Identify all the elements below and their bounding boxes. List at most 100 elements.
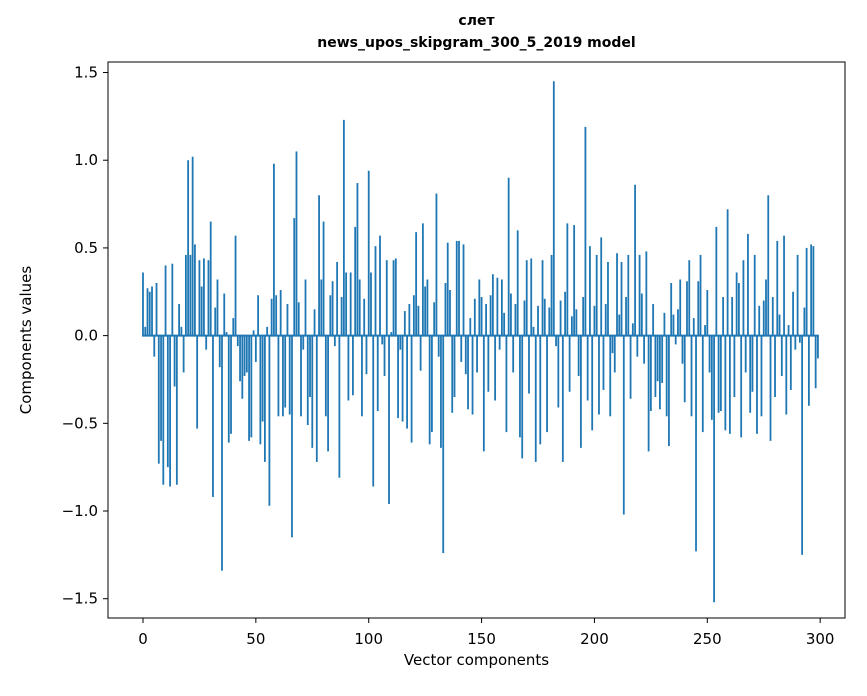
bar: [408, 304, 411, 336]
y-tick-label: −1.0: [62, 502, 98, 520]
bar: [428, 335, 431, 445]
bar: [180, 326, 183, 336]
bar: [453, 335, 456, 398]
bar: [376, 335, 379, 412]
bar: [153, 335, 156, 357]
bar: [505, 335, 508, 433]
bar: [435, 193, 438, 336]
bar: [814, 335, 817, 389]
bar: [442, 335, 445, 554]
x-tick-label: 150: [467, 630, 496, 648]
bar: [293, 218, 296, 336]
bar: [340, 297, 343, 336]
chart-title-model: news_upos_skipgram_300_5_2019 model: [317, 35, 636, 51]
bar: [640, 293, 643, 336]
bar: [333, 335, 336, 347]
bar: [417, 305, 420, 336]
bar: [361, 335, 363, 417]
bar: [419, 335, 422, 371]
bar: [647, 335, 650, 452]
bar: [345, 272, 348, 336]
bar: [157, 335, 160, 464]
bar: [672, 314, 675, 336]
bar: [160, 335, 162, 441]
bar: [392, 260, 395, 336]
bar: [503, 312, 506, 336]
bar: [245, 335, 248, 373]
bar: [498, 335, 501, 350]
bar: [270, 298, 273, 336]
bar: [769, 335, 772, 441]
bar: [593, 305, 596, 336]
bar: [329, 295, 332, 336]
bar: [401, 335, 404, 422]
bar: [681, 335, 684, 364]
bar: [406, 335, 408, 429]
bar: [284, 335, 287, 408]
bar: [670, 283, 673, 336]
bar: [627, 254, 630, 336]
bar: [309, 335, 311, 398]
bar: [807, 335, 810, 406]
x-tick-label: 250: [693, 630, 722, 648]
bar: [625, 297, 627, 336]
bar: [796, 254, 799, 336]
bar: [762, 300, 765, 336]
bar: [358, 279, 361, 336]
bar: [613, 335, 616, 373]
bar: [564, 291, 566, 336]
bar: [767, 195, 770, 336]
bar: [543, 298, 546, 336]
bar: [582, 297, 585, 336]
bar: [203, 258, 205, 336]
bar: [776, 240, 779, 336]
bar: [374, 246, 377, 336]
bar: [148, 291, 151, 336]
bar: [629, 335, 632, 399]
bar: [726, 209, 729, 336]
bar: [421, 223, 424, 336]
bar: [803, 307, 806, 336]
y-tick-label: 0.0: [74, 327, 98, 345]
bar: [489, 295, 492, 336]
bar: [151, 286, 153, 336]
bar: [178, 304, 180, 336]
axes-spines: [107, 61, 846, 619]
bar: [728, 335, 731, 434]
bar: [363, 298, 366, 336]
bar: [191, 156, 194, 336]
bar: [539, 335, 542, 445]
bar: [674, 335, 677, 345]
bar: [236, 335, 239, 347]
bar: [577, 335, 580, 376]
bar: [760, 335, 763, 417]
bar: [259, 335, 262, 445]
bar: [722, 297, 725, 336]
bar: [437, 335, 440, 357]
bar: [480, 297, 483, 336]
bar: [512, 335, 515, 373]
bar: [297, 302, 300, 336]
bar: [645, 251, 648, 336]
bar: [370, 272, 372, 336]
bar: [385, 260, 388, 336]
bar: [528, 335, 530, 394]
bar: [686, 281, 688, 336]
bar: [257, 295, 260, 336]
bar: [780, 335, 783, 376]
bar: [552, 81, 555, 336]
bar: [230, 335, 232, 434]
bar: [548, 307, 551, 336]
x-axis-label: Vector components: [403, 651, 550, 669]
bar: [424, 286, 427, 336]
bar: [638, 254, 641, 336]
bar: [573, 225, 576, 336]
bar: [656, 335, 659, 382]
bar: [713, 335, 715, 603]
bar: [600, 237, 603, 336]
bar: [273, 163, 275, 336]
x-tick-label: 100: [354, 630, 383, 648]
bar: [774, 335, 776, 398]
bar: [306, 335, 309, 426]
